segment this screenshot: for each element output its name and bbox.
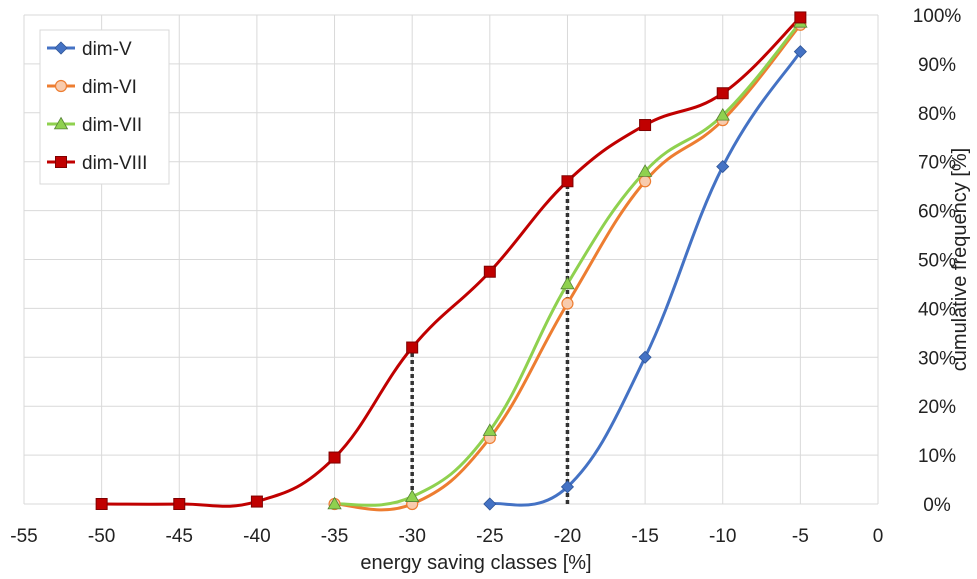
x-tick-label: -40 [243,526,270,547]
x-tick-label: -30 [398,526,425,547]
data-point-dim-vii [327,496,342,510]
x-tick-label: -20 [554,526,581,547]
legend-swatch-marker [55,156,67,168]
legend-label: dim-VII [82,115,142,136]
legend: dim-V dim-VI dim-VII dim-VIII [39,29,170,185]
x-tick-label: -55 [10,526,37,547]
y-tick-label: 10% [918,446,956,467]
data-point-dim-viii [483,265,496,278]
x-tick-label: -25 [476,526,503,547]
y-tick-labels: 0% 10% 20% 30% 40% 50% 60% 70% 80% 90% 100% [913,6,962,516]
data-point-dim-viii [95,498,108,510]
legend-swatch-marker [54,79,68,93]
x-tick-label: -15 [631,526,658,547]
series-markers [95,11,808,511]
x-tick-labels: -55 -50 -45 -40 -35 -30 -25 -20 -15 -10 -5 0 [10,526,883,547]
x-tick-label: -35 [321,526,348,547]
y-tick-label: 70% [918,153,956,174]
data-point-dim-v [638,350,652,364]
legend-swatch-marker [54,41,68,55]
legend-label: dim-V [82,39,132,60]
x-axis-title: energy saving classes [%] [360,552,591,574]
data-point-dim-vii [482,423,498,436]
y-tick-label: 0% [923,495,951,516]
data-point-dim-v [716,160,730,174]
data-point-dim-viii [328,451,341,464]
x-tick-label: -45 [166,526,193,547]
x-tick-label: 0 [873,526,884,547]
y-axis-title: cumulative frequency [%] [949,148,971,371]
data-point-dim-viii [406,341,419,354]
data-point-dim-vii [560,276,575,290]
data-point-dim-v [793,45,807,59]
data-point-dim-viii [716,87,729,100]
x-tick-label: -10 [709,526,736,547]
y-tick-label: 100% [913,6,962,27]
data-point-dim-vii [715,107,730,121]
data-point-dim-viii [639,119,652,132]
reference-lines [410,181,570,504]
data-point-dim-viii [561,175,574,188]
data-point-dim-viii [250,495,263,508]
legend-label: dim-VIII [82,153,147,174]
y-tick-label: 60% [918,202,956,223]
y-tick-label: 80% [918,104,956,125]
series-line-dim-v [489,50,802,507]
gridlines [23,14,879,505]
data-point-dim-vii [404,489,420,502]
data-point-dim-v [483,497,497,511]
legend-label: dim-VI [82,77,137,98]
x-tick-label: -50 [88,526,115,547]
y-tick-label: 50% [918,251,956,272]
data-point-dim-viii [173,498,186,510]
y-tick-label: 30% [918,348,956,369]
data-point-dim-viii [794,11,807,24]
legend-swatch-marker [53,116,69,130]
y-tick-label: 90% [918,55,956,76]
x-tick-label: -5 [792,526,809,547]
series-lines [101,16,802,512]
y-tick-label: 20% [918,397,956,418]
series-line-dim-viii [101,16,802,508]
y-tick-label: 40% [918,299,956,320]
data-point-dim-vii [637,164,653,177]
data-point-dim-vi [561,297,574,310]
data-point-dim-v [560,480,575,494]
data-point-dim-vi [638,175,652,188]
